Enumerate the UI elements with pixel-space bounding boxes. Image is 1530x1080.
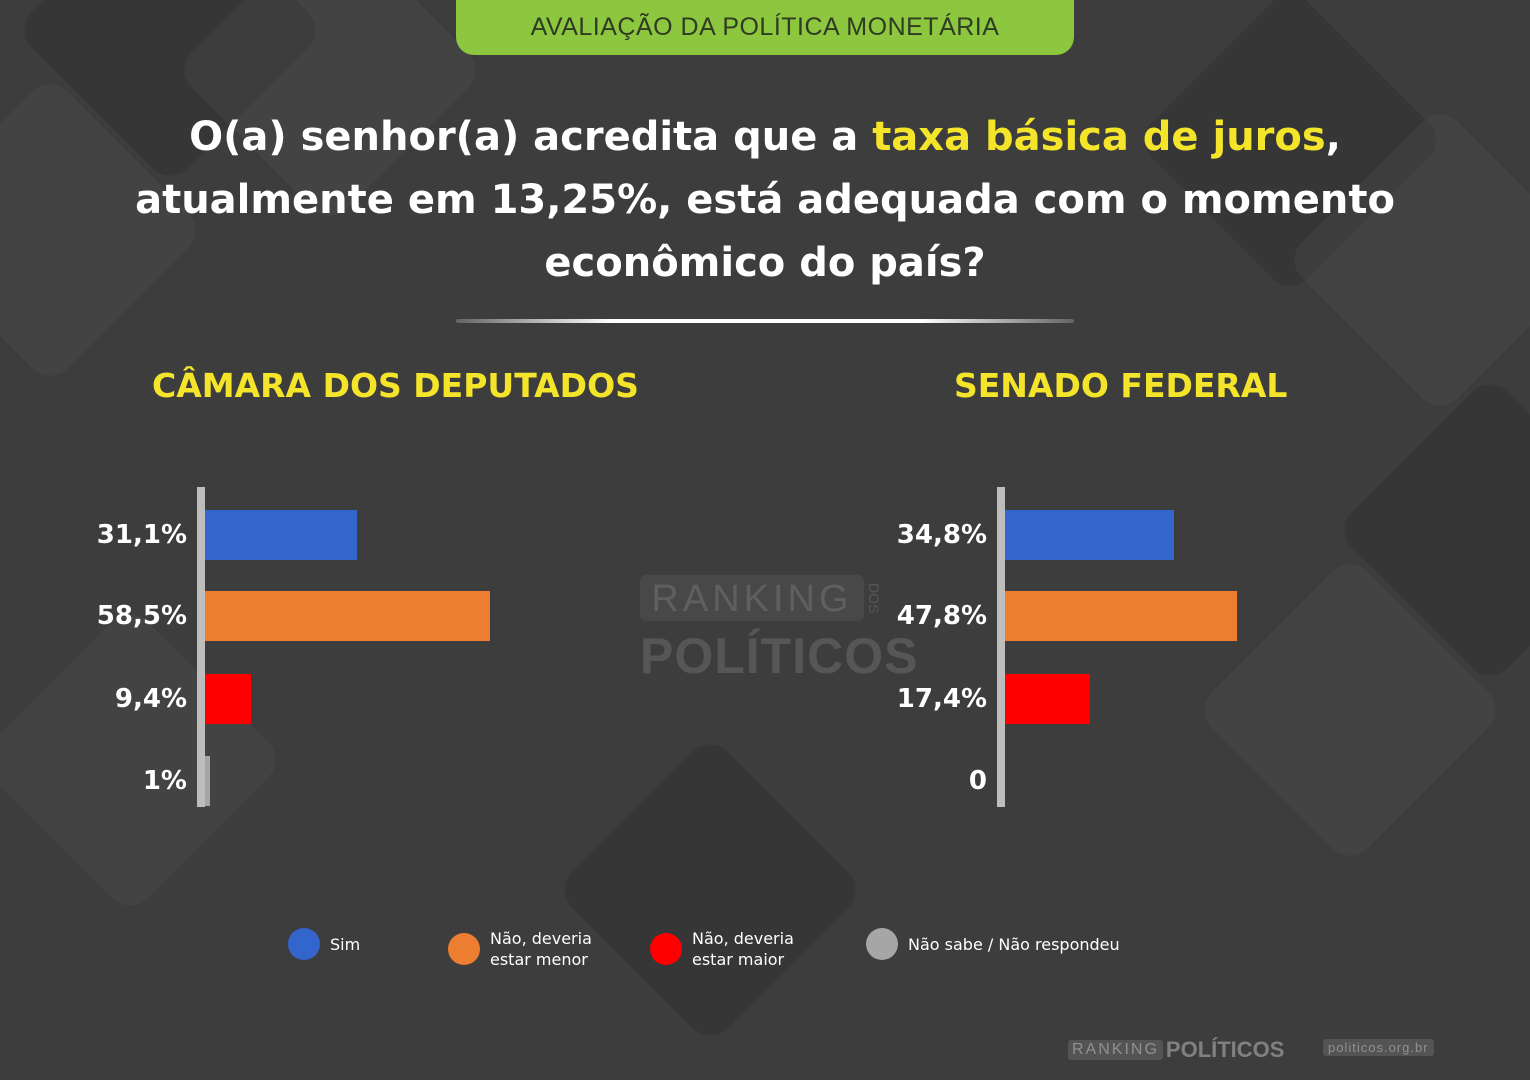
footer-logo-politicos: POLÍTICOS	[1165, 1037, 1285, 1062]
value-label-nao-sabe: 1%	[142, 766, 187, 796]
legend-label-sim: Sim	[330, 934, 361, 954]
header-label: AVALIAÇÃO DA POLÍTICA MONETÁRIA	[530, 13, 1000, 41]
footer-logo-ranking: RANKING	[1068, 1040, 1163, 1060]
bar-nao-sabe	[205, 756, 210, 806]
legend-item-maior: Não, deveria estar maior	[650, 928, 794, 970]
legend-item-menor: Não, deveria estar menor	[448, 928, 592, 970]
value-label-menor: 58,5%	[96, 601, 187, 631]
question-title: O(a) senhor(a) acredita que a taxa básic…	[120, 106, 1410, 295]
watermark-line2: POLÍTICOS	[640, 628, 919, 684]
footer-logo: RANKING POLÍTICOS	[1068, 1037, 1284, 1063]
header-tab: AVALIAÇÃO DA POLÍTICA MONETÁRIA	[456, 0, 1074, 55]
legend-dot-maior	[650, 933, 682, 965]
watermark-small: DOS	[866, 583, 882, 614]
bar-sim	[1005, 510, 1175, 560]
bar-maior	[205, 674, 251, 724]
legend-dot-nao-sabe	[866, 928, 898, 960]
watermark-logo: RANKING DOS POLÍTICOS	[640, 575, 917, 685]
chart-axis	[197, 487, 205, 807]
footer-url: politicos.org.br	[1323, 1039, 1434, 1056]
question-part2: , atualmente em 13,25%, está adequada co…	[135, 114, 1395, 286]
value-label-maior: 17,4%	[896, 684, 987, 714]
value-label-nao-sabe: 0	[968, 766, 987, 796]
value-label-sim: 31,1%	[96, 520, 187, 550]
watermark-line1: RANKING	[640, 575, 864, 621]
question-part1: O(a) senhor(a) acredita que a	[189, 114, 873, 160]
legend-item-nao-sabe: Não sabe / Não respondeu	[866, 928, 1120, 960]
chart-axis	[997, 487, 1005, 807]
question-highlight: taxa básica de juros	[872, 114, 1326, 160]
legend-label-nao-sabe: Não sabe / Não respondeu	[908, 934, 1120, 954]
title-divider	[456, 319, 1074, 323]
legend-dot-sim	[288, 928, 320, 960]
bar-menor	[205, 591, 491, 641]
bar-menor	[1005, 591, 1238, 641]
chart-title-senado: SENADO FEDERAL	[954, 366, 1288, 405]
bar-sim	[205, 510, 357, 560]
bar-maior	[1005, 674, 1090, 724]
legend-dot-menor	[448, 933, 480, 965]
legend-label-maior: Não, deveria estar maior	[692, 929, 794, 969]
legend-label-menor: Não, deveria estar menor	[490, 929, 592, 969]
value-label-sim: 34,8%	[896, 520, 987, 550]
value-label-maior: 9,4%	[114, 684, 187, 714]
chart-title-camara: CÂMARA DOS DEPUTADOS	[152, 366, 639, 405]
value-label-menor: 47,8%	[896, 601, 987, 631]
legend-item-sim: Sim	[288, 928, 360, 960]
